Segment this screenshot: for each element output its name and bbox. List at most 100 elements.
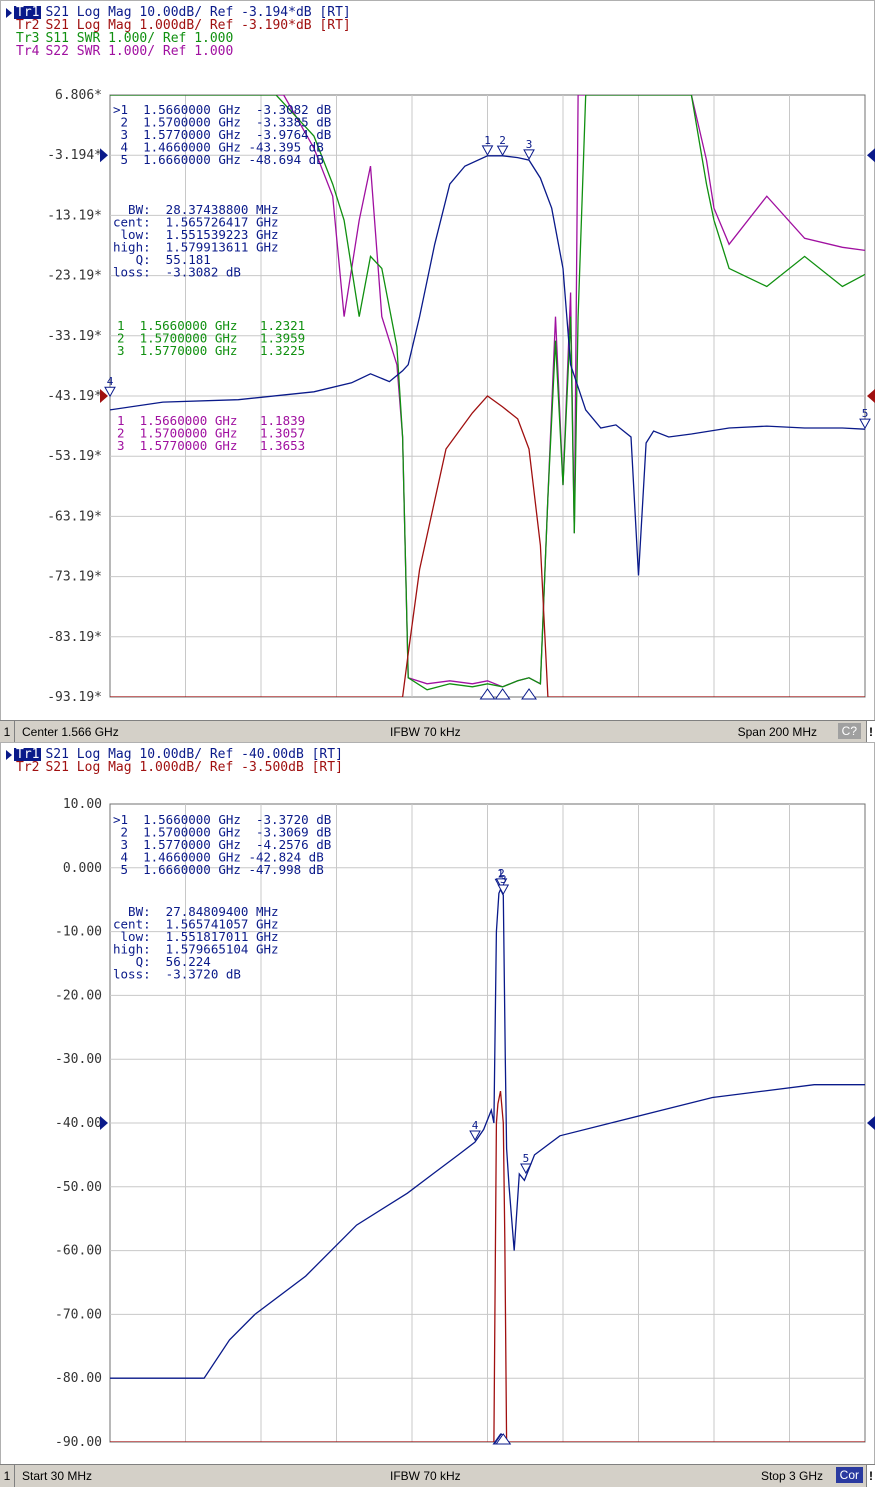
trace-settings: S22 SWR 1.000/ Ref 1.000 <box>45 44 234 59</box>
trace-tag[interactable]: Tr1 <box>14 5 42 20</box>
warning-indicator: ! <box>866 721 875 743</box>
y-tick-label: -60.00 <box>55 1244 102 1259</box>
trace-settings: S21 Log Mag 1.000dB/ Ref -3.500dB [RT] <box>45 760 343 775</box>
stimulus-marker-icon[interactable] <box>479 688 496 700</box>
trace-row-tr2[interactable]: Tr2 S21 Log Mag 1.000dB/ Ref -3.500dB [RT… <box>6 761 343 774</box>
y-tick-label: -40.00 <box>55 1116 102 1131</box>
marker-readout: 2 1.5700000 GHz -3.3069 dB <box>113 825 331 840</box>
marker-label: 3 <box>526 138 533 151</box>
trace-settings: S21 Log Mag 1.000dB/ Ref -3.190*dB [RT] <box>45 18 351 33</box>
stimulus-marker-icon[interactable] <box>494 688 511 700</box>
channel-index[interactable]: 1 <box>0 721 15 743</box>
stimulus-marker-icon[interactable] <box>495 1433 512 1445</box>
y-tick-label: -3.194* <box>47 148 102 163</box>
marker-2-icon[interactable] <box>495 878 508 889</box>
trace-tag[interactable]: Tr2 <box>16 760 40 775</box>
trace-settings: S11 SWR 1.000/ Ref 1.000 <box>45 31 234 46</box>
ref-level-right-icon[interactable] <box>867 148 875 163</box>
bandwidth-stat: cent: 1.565741057 GHz <box>113 917 279 932</box>
bandwidth-stat: Q: 55.181 <box>113 252 211 267</box>
marker-5-icon[interactable] <box>859 418 871 430</box>
marker-label: 3 <box>500 873 507 886</box>
trace-tag[interactable]: Tr2 <box>16 18 40 33</box>
marker-5-icon[interactable] <box>520 1163 532 1175</box>
marker-3-icon[interactable] <box>523 149 535 160</box>
bandwidth-stat: cent: 1.565726417 GHz <box>113 215 279 230</box>
bandwidth-stat: low: 1.551817011 GHz <box>113 929 279 944</box>
top-status-bar: 1 Center 1.566 GHz IFBW 70 kHz Span 200 … <box>0 720 875 743</box>
ref-level-right-icon[interactable] <box>867 1116 875 1130</box>
trace-row-tr2[interactable]: Tr2 S21 Log Mag 1.000dB/ Ref -3.190*dB [R… <box>6 19 351 32</box>
marker-readout-tr4: 1 1.5660000 GHz 1.1839 <box>117 413 305 428</box>
marker-readout: 3 1.5770000 GHz -4.2576 dB <box>113 837 331 852</box>
marker-label: 5 <box>523 1152 530 1165</box>
bottom-channel-window: Tr1 S21 Log Mag 10.00dB/ Ref -40.00dB [RT… <box>0 742 875 1487</box>
bandwidth-stat: loss: -3.3720 dB <box>113 967 241 982</box>
marker-4-icon[interactable] <box>104 386 116 398</box>
correction-badge[interactable]: Cor <box>835 1467 863 1483</box>
marker-readout: 4 1.4660000 GHz -43.395 dB <box>113 140 324 155</box>
y-tick-label: -70.00 <box>55 1307 102 1322</box>
trace-row-tr1[interactable]: Tr1 S21 Log Mag 10.00dB/ Ref -3.194*dB [R… <box>6 6 351 19</box>
y-tick-label: -43.19* <box>47 389 102 404</box>
ref-level-right-tr2-icon[interactable] <box>867 389 875 403</box>
marker-readout: 3 1.5770000 GHz -3.9764 dB <box>113 127 331 142</box>
ifbw-value[interactable]: IFBW 70 kHz <box>390 1469 461 1483</box>
marker-readout-tr4: 2 1.5700000 GHz 1.3057 <box>117 426 305 441</box>
marker-4-icon[interactable] <box>469 1130 481 1142</box>
trace-tag[interactable]: Tr1 <box>14 747 42 762</box>
trace-tag[interactable]: Tr3 <box>16 31 40 46</box>
stop-frequency[interactable]: Stop 3 GHz <box>760 1469 823 1483</box>
series-line <box>110 155 865 576</box>
y-tick-label: 0.000 <box>63 861 102 876</box>
y-tick-label: -33.19* <box>47 329 102 344</box>
center-frequency[interactable]: Center 1.566 GHz <box>22 725 119 739</box>
y-tick-label: -30.00 <box>55 1052 102 1067</box>
marker-3-icon[interactable] <box>497 884 510 895</box>
marker-2-icon[interactable] <box>496 145 509 157</box>
marker-readout: 5 1.6660000 GHz -47.998 dB <box>113 862 324 877</box>
trace-row-tr3[interactable]: Tr3 S11 SWR 1.000/ Ref 1.000 <box>6 32 351 45</box>
bottom-chart[interactable]: 10.00 0.000 -10.00 -20.00 -30.00 -40.00 -50.00… <box>0 742 875 1464</box>
bandwidth-stat: Q: 56.224 <box>113 954 211 969</box>
marker-readout-tr4: 3 1.5770000 GHz 1.3653 <box>117 438 305 453</box>
marker-readout: 2 1.5700000 GHz -3.3385 dB <box>113 115 331 130</box>
bottom-trace-legend: Tr1 S21 Log Mag 10.00dB/ Ref -40.00dB [RT… <box>6 748 343 774</box>
ref-level-left-icon[interactable] <box>100 1116 108 1130</box>
y-tick-label: -23.19* <box>47 269 102 284</box>
top-chart[interactable]: 6.806* -3.194* -13.19* -23.19* -33.19* -43.19… <box>0 0 875 720</box>
marker-1-icon[interactable] <box>481 145 494 156</box>
trace-tag[interactable]: Tr4 <box>16 44 40 59</box>
channel-index[interactable]: 1 <box>0 1465 15 1487</box>
y-tick-label: -53.19* <box>47 449 102 464</box>
stimulus-marker-icon[interactable] <box>521 688 537 700</box>
trace-row-tr4[interactable]: Tr4 S22 SWR 1.000/ Ref 1.000 <box>6 45 351 58</box>
y-tick-label: 10.00 <box>63 797 102 812</box>
marker-label: 2 <box>499 134 506 147</box>
warning-indicator: ! <box>866 1465 875 1487</box>
marker-label: 4 <box>472 1119 479 1132</box>
marker-readout-tr3: 1 1.5660000 GHz 1.2321 <box>117 318 305 333</box>
marker-readout-tr3: 3 1.5770000 GHz 1.3225 <box>117 343 305 358</box>
marker-readout: >1 1.5660000 GHz -3.3082 dB <box>113 102 331 117</box>
bandwidth-stat: loss: -3.3082 dB <box>113 265 241 280</box>
correction-badge[interactable]: C? <box>837 723 861 739</box>
y-tick-label: -10.00 <box>55 925 102 940</box>
marker-label: 4 <box>107 375 114 388</box>
series-line <box>110 1090 865 1442</box>
series-line <box>110 395 865 697</box>
marker-label: 5 <box>862 407 869 420</box>
marker-label: 1 <box>497 867 504 880</box>
ref-level-left-tr2-icon[interactable] <box>100 389 108 403</box>
ref-level-left-icon[interactable] <box>100 148 108 163</box>
start-frequency[interactable]: Start 30 MHz <box>22 1469 93 1483</box>
marker-readout: 5 1.6660000 GHz -48.694 dB <box>113 152 324 167</box>
top-trace-legend: Tr1 S21 Log Mag 10.00dB/ Ref -3.194*dB [R… <box>6 6 351 58</box>
y-tick-label: -13.19* <box>47 208 102 223</box>
trace-row-tr1[interactable]: Tr1 S21 Log Mag 10.00dB/ Ref -40.00dB [RT… <box>6 748 343 761</box>
marker-readout: >1 1.5660000 GHz -3.3720 dB <box>113 812 331 827</box>
series-line <box>110 887 865 1379</box>
bandwidth-stat: high: 1.579665104 GHz <box>113 942 279 957</box>
ifbw-value[interactable]: IFBW 70 kHz <box>390 725 461 739</box>
span-value[interactable]: Span 200 MHz <box>737 725 817 739</box>
